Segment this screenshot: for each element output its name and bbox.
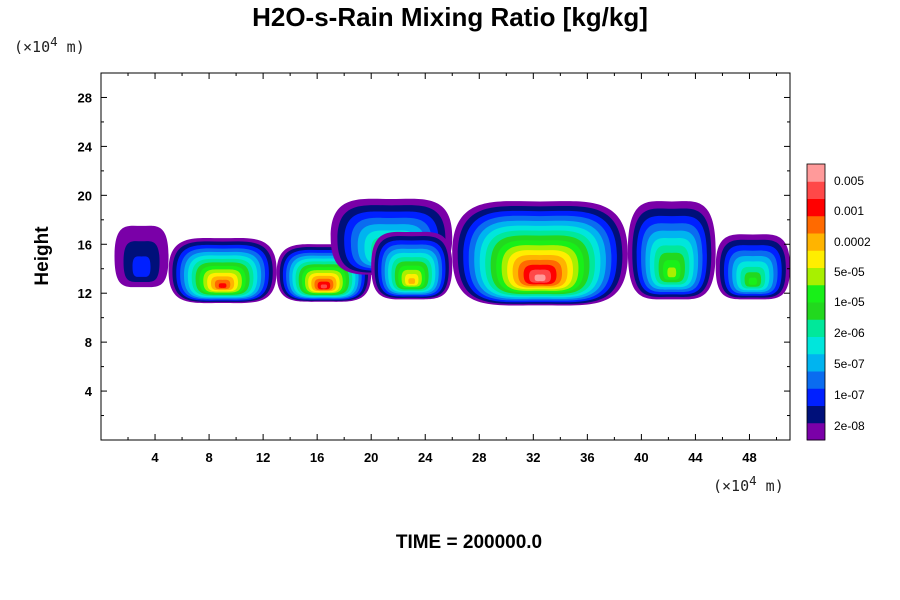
colorbar-swatch [807,388,825,406]
x-tick-label: 20 [364,450,378,465]
colorbar-label: 2e-08 [834,419,865,433]
x-tick-label: 40 [634,450,648,465]
colorbar-swatch [807,181,825,199]
cloud-contour-level [534,274,546,282]
y-tick-label: 16 [78,237,92,252]
y-axis-unit: (×104 m) [14,34,85,56]
y-tick-label: 8 [85,335,92,350]
colorbar-swatch [807,405,825,424]
colorbar-swatch [807,215,825,234]
y-tick-label: 20 [78,188,92,203]
cloud-contours [114,198,790,306]
y-tick-label: 4 [85,384,93,399]
colorbar-label: 1e-07 [834,388,865,402]
x-tick-label: 16 [310,450,324,465]
y-axis-label: Height [32,226,53,286]
x-axis-unit: (×104 m) [713,473,784,495]
colorbar-swatch [807,164,825,182]
cloud-contour-level [748,277,757,285]
time-label: TIME = 200000.0 [395,532,543,553]
y-unit-exponent: 4 [50,34,58,49]
colorbar-swatch [807,284,825,303]
x-tick-label: 28 [472,450,486,465]
colorbar-swatch [807,198,825,217]
chart-title: H2O-s-Rain Mixing Ratio [kg/kg] [252,2,648,32]
y-unit-prefix: (×10 [14,38,51,56]
colorbar-label: 0.005 [834,174,864,188]
plot-frame [100,72,791,441]
colorbar-label: 5e-07 [834,357,865,371]
x-tick-label: 8 [205,450,212,465]
x-tick-label: 24 [418,450,433,465]
colorbar-swatch [807,422,825,441]
x-unit-exponent: 4 [749,473,757,488]
cloud-contour-level [320,284,328,289]
colorbar-swatch [807,371,825,389]
colorbar-label: 0.0002 [834,235,871,249]
colorbar-label: 2e-06 [834,326,865,340]
colorbar-swatch [807,233,825,251]
x-tick-label: 32 [526,450,540,465]
x-tick-label: 4 [151,450,159,465]
y-tick-label: 28 [78,90,92,105]
y-axis: 4 8 12 16 20 24 28 [78,90,790,417]
x-axis: 4 8 12 16 20 24 28 32 36 40 44 48 [127,73,777,465]
cloud-contour-level [132,256,151,277]
cloud-contour-level [218,283,227,288]
colorbar-label: 1e-05 [834,295,865,309]
colorbar-swatch [807,302,825,320]
colorbar-swatch [807,353,825,372]
colorbar-swatch [807,250,825,268]
x-tick-label: 36 [580,450,594,465]
colorbar-label: 0.001 [834,204,864,218]
x-tick-label: 12 [256,450,270,465]
x-unit-suffix: m) [756,477,784,495]
y-tick-label: 12 [78,286,92,301]
colorbar-frame [806,163,826,441]
x-tick-label: 48 [742,450,756,465]
colorbar-swatch [807,319,825,337]
x-tick-label: 44 [688,450,703,465]
cloud-contour-level [667,267,677,278]
y-unit-suffix: m) [57,38,85,56]
colorbar: 0.005 0.001 0.0002 5e-05 1e-05 2e-06 5e-07 1e-0… [806,163,871,441]
cloud-contour-level [408,278,416,284]
colorbar-swatch [807,336,825,355]
colorbar-swatch [807,267,825,286]
x-unit-prefix: (×10 [713,477,750,495]
colorbar-label: 5e-05 [834,265,865,279]
y-tick-label: 24 [78,139,93,154]
